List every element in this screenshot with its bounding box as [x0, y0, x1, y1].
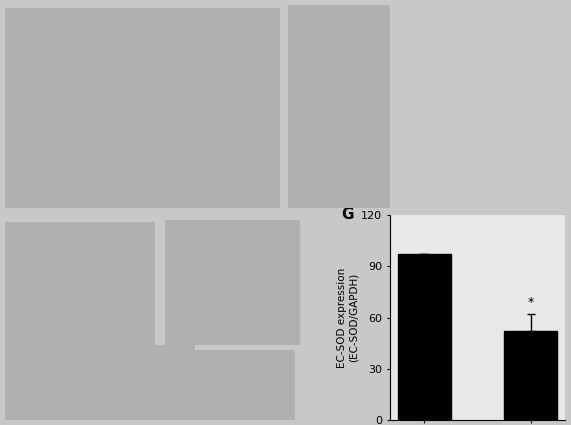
Bar — [504, 331, 557, 420]
Text: G: G — [341, 207, 353, 222]
Bar — [398, 254, 451, 420]
Y-axis label: EC-SOD expression
(EC-SOD/GAPDH): EC-SOD expression (EC-SOD/GAPDH) — [337, 267, 359, 368]
Text: *: * — [528, 296, 534, 309]
